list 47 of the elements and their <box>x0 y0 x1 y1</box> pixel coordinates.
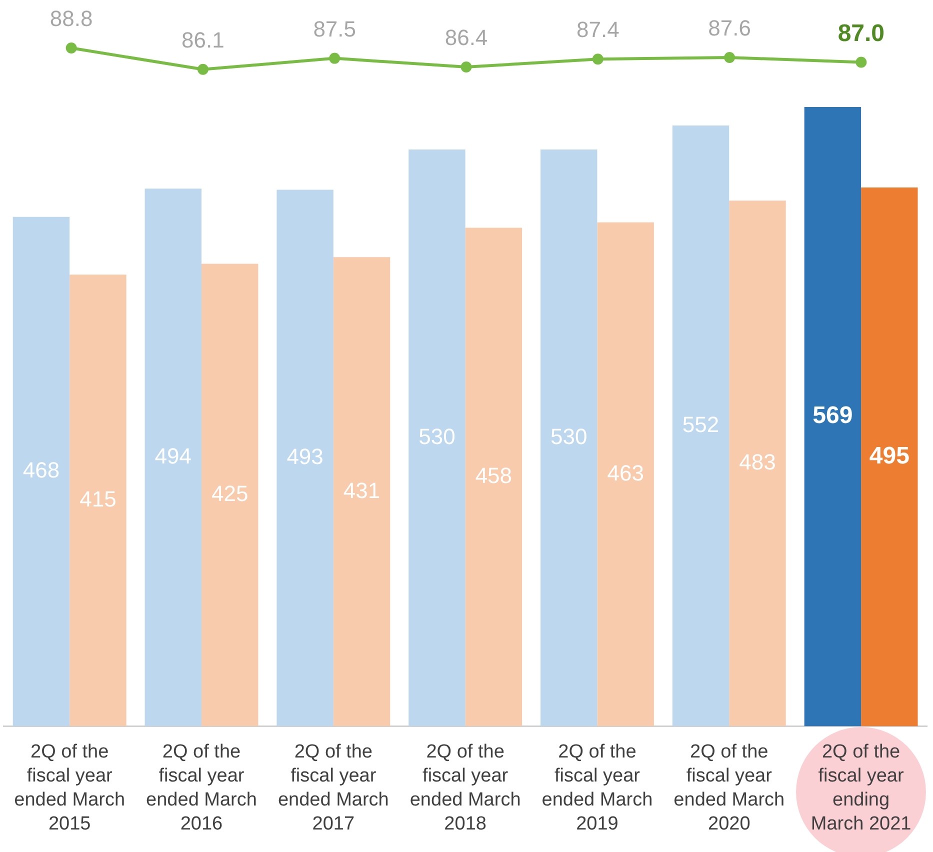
bar <box>276 190 334 726</box>
bar <box>465 228 522 726</box>
data-label: 530 <box>418 424 456 449</box>
data-label: 88.8 <box>50 6 93 32</box>
data-label: 86.4 <box>444 25 488 50</box>
point <box>856 56 867 68</box>
point <box>197 64 208 75</box>
data-label: 87.0 <box>838 20 885 47</box>
bar <box>202 264 258 726</box>
point <box>66 42 77 54</box>
point <box>329 52 340 64</box>
data-label: 458 <box>475 463 512 488</box>
data-label: 530 <box>550 424 588 449</box>
bar <box>144 188 202 726</box>
data-label: 569 <box>812 402 853 430</box>
x-tick-label: 2Q of the fiscal year ended March 2019 <box>542 741 653 834</box>
bar <box>597 222 654 726</box>
bar <box>70 274 126 726</box>
data-label: 415 <box>80 486 116 512</box>
data-label: 495 <box>869 442 910 470</box>
point <box>460 62 472 73</box>
data-label: 87.6 <box>708 16 751 41</box>
data-label: 493 <box>286 444 324 470</box>
data-label: 483 <box>739 449 776 474</box>
bar <box>729 200 786 726</box>
data-label: 87.4 <box>576 17 620 42</box>
bar <box>540 149 598 726</box>
data-label: 425 <box>212 481 248 506</box>
x-tick-label: 2Q of the fiscal year ended March 2017 <box>278 741 389 834</box>
data-label: 86.1 <box>182 27 224 52</box>
data-label: 463 <box>607 460 644 486</box>
x-tick-label: 2Q of the fiscal year ended March 2018 <box>410 741 521 834</box>
data-label: 552 <box>682 412 720 437</box>
point <box>592 54 604 65</box>
x-tick-label: 2Q of the fiscal year ending March 2021 <box>810 741 912 834</box>
point <box>724 52 736 64</box>
bar <box>333 257 390 726</box>
data-label: 468 <box>22 458 60 483</box>
data-label: 431 <box>343 478 380 503</box>
bar <box>672 126 730 726</box>
data-label: 494 <box>154 443 192 468</box>
data-label: 87.5 <box>313 16 356 42</box>
bar <box>408 149 466 726</box>
x-tick-label: 2Q of the fiscal year ended March 2020 <box>674 741 785 834</box>
bar <box>12 216 70 726</box>
x-tick-label: 2Q of the fiscal year ended March 2016 <box>146 741 257 834</box>
x-tick-label: 2Q of the fiscal year ended March 2015 <box>14 741 126 834</box>
